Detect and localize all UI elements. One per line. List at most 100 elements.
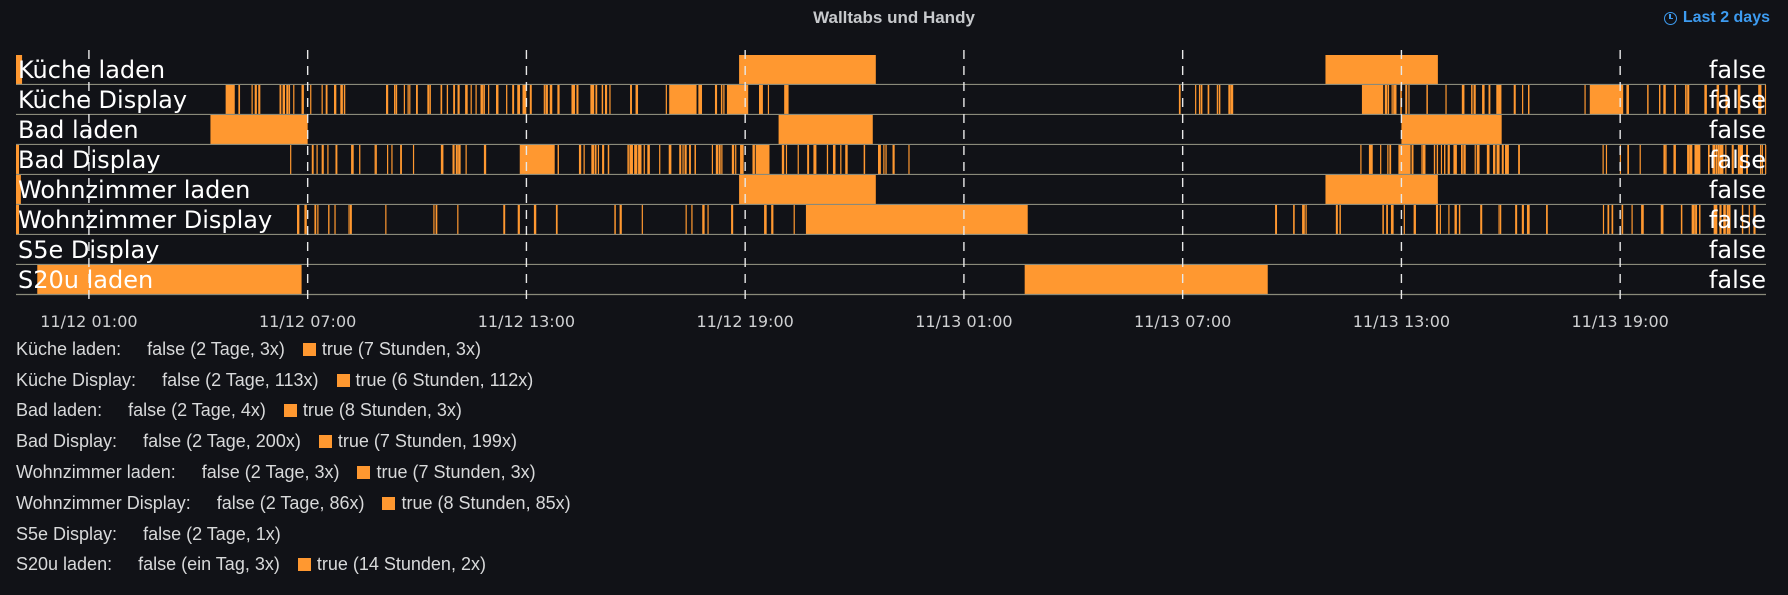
- state-true-segment: [433, 205, 435, 234]
- state-true-segment: [1471, 85, 1473, 114]
- state-true-segment: [1024, 265, 1268, 294]
- state-true-segment: [813, 145, 817, 174]
- state-true-segment: [1275, 205, 1278, 234]
- state-true-segment: [1474, 145, 1476, 174]
- state-true-segment: [1325, 55, 1438, 84]
- state-true-segment: [679, 145, 682, 174]
- state-true-segment: [1719, 145, 1722, 174]
- state-true-segment: [1694, 145, 1697, 174]
- state-true-segment: [1631, 205, 1633, 234]
- state-true-segment: [643, 145, 645, 174]
- time-range-label: Last 2 days: [1682, 9, 1770, 26]
- state-true-segment: [335, 145, 338, 174]
- timeline-row: [16, 175, 1766, 206]
- state-true-segment: [711, 145, 714, 174]
- state-true-segment: [1454, 205, 1457, 234]
- legend-series-name: Wohnzimmer laden:: [16, 462, 176, 483]
- state-true-segment: [375, 145, 377, 174]
- state-true-segment: [740, 145, 743, 174]
- legend-series-name: S5e Display:: [16, 523, 118, 544]
- state-true-segment: [634, 145, 636, 174]
- state-true-segment: [1488, 85, 1491, 114]
- state-true-segment: [1619, 145, 1622, 174]
- state-true-segment: [1228, 85, 1230, 114]
- state-true-segment: [1394, 85, 1397, 114]
- legend-row: S20u laden: false (ein Tag, 3x) true (14 S…: [16, 550, 571, 581]
- state-true-segment: [739, 175, 876, 204]
- legend-false-stat: false (2 Tage, 4x): [128, 400, 266, 421]
- state-true-segment: [555, 205, 558, 234]
- state-true-segment: [682, 145, 684, 174]
- state-true-segment: [1660, 205, 1664, 234]
- state-true-segment: [440, 85, 443, 114]
- legend-true-swatch: [302, 342, 316, 356]
- state-true-segment: [394, 85, 396, 114]
- row-label: Bad laden: [18, 116, 139, 144]
- state-true-segment: [1704, 85, 1707, 114]
- timeline-row: [16, 55, 1766, 86]
- state-true-segment: [707, 205, 709, 234]
- state-true-segment: [415, 85, 418, 114]
- state-true-segment: [793, 205, 795, 234]
- state-true-segment: [1663, 145, 1666, 174]
- state-true-segment: [283, 85, 286, 114]
- row-label: Wohnzimmer laden: [18, 176, 250, 204]
- state-true-segment: [604, 85, 608, 114]
- state-true-segment: [761, 85, 763, 114]
- legend-false-stat: false (2 Tage, 3x): [147, 338, 285, 359]
- state-true-segment: [1401, 115, 1502, 144]
- state-true-segment: [668, 145, 672, 174]
- state-true-segment: [533, 205, 537, 234]
- row-current-value: false: [1709, 176, 1766, 204]
- state-true-segment: [1435, 205, 1439, 234]
- state-true-segment: [630, 85, 632, 114]
- state-true-segment: [1647, 85, 1649, 114]
- state-true-segment: [1584, 85, 1586, 114]
- state-true-segment: [1741, 205, 1744, 234]
- state-true-segment: [403, 85, 405, 114]
- state-true-segment: [1178, 85, 1181, 114]
- state-true-segment: [16, 205, 20, 234]
- state-true-segment: [427, 85, 430, 114]
- state-true-segment: [669, 85, 697, 114]
- state-true-segment: [1680, 205, 1683, 234]
- state-true-segment: [522, 85, 525, 114]
- state-true-segment: [1480, 205, 1483, 234]
- state-true-segment: [293, 85, 295, 114]
- state-true-segment: [1725, 85, 1728, 114]
- row-current-value: false: [1709, 206, 1766, 234]
- state-true-segment: [328, 205, 330, 234]
- state-true-segment: [726, 85, 749, 114]
- state-true-segment: [1726, 205, 1729, 234]
- state-true-segment: [1527, 85, 1530, 114]
- state-true-segment: [597, 145, 600, 174]
- state-true-segment: [1389, 145, 1391, 174]
- legend-true-text: true (7 Stunden, 3x): [376, 462, 536, 483]
- state-true-segment: [702, 205, 705, 234]
- state-true-segment: [1753, 205, 1756, 234]
- state-true-segment: [1230, 85, 1234, 114]
- row-current-value: false: [1709, 146, 1766, 174]
- state-true-segment: [1391, 85, 1393, 114]
- legend-true-swatch: [357, 466, 371, 480]
- state-true-segment: [1496, 145, 1499, 174]
- state-true-segment: [455, 145, 458, 174]
- timeline-row: [16, 115, 1766, 146]
- state-true-segment: [609, 85, 611, 114]
- row-background: [16, 85, 1766, 114]
- state-true-segment: [1302, 205, 1304, 234]
- state-true-segment: [1607, 205, 1610, 234]
- state-true-segment: [1715, 205, 1718, 234]
- state-true-segment: [557, 145, 559, 174]
- legend-series-name: S20u laden:: [16, 554, 113, 575]
- state-true-segment: [385, 205, 387, 234]
- state-true-segment: [314, 205, 317, 234]
- state-timeline-chart: Küche laden false Küche Display false Bad la…: [16, 50, 1767, 330]
- row-current-value: false: [1709, 86, 1766, 114]
- state-true-segment: [1218, 85, 1221, 114]
- state-true-segment: [647, 145, 650, 174]
- time-range-picker[interactable]: Last 2 days: [1663, 9, 1770, 27]
- state-true-segment: [1765, 145, 1767, 174]
- legend-series-name: Bad laden:: [16, 400, 103, 421]
- state-true-segment: [374, 145, 376, 174]
